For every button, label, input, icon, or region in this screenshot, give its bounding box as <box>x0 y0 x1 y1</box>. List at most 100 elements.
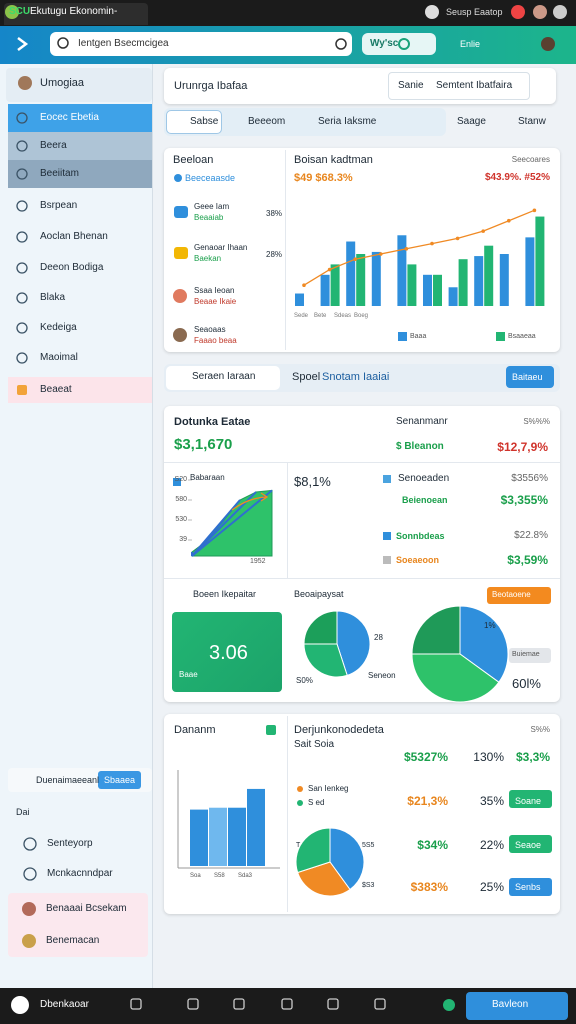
search-text[interactable]: Ientgen Bsecmcigea <box>78 38 169 49</box>
button-text[interactable]: Beotaoene <box>492 590 531 599</box>
row-a: $21,3% <box>407 794 448 808</box>
sidebar-link[interactable]: Senteyorp <box>47 838 93 849</box>
dock-button-text[interactable]: Bavleon <box>492 999 529 1010</box>
orange-button[interactable] <box>487 587 551 604</box>
icon <box>533 5 547 19</box>
chart-filter[interactable]: Seecoares <box>511 155 550 164</box>
pie-slice <box>303 610 338 645</box>
tab-active[interactable] <box>166 110 222 134</box>
nav-item[interactable]: Maoimal <box>40 352 78 363</box>
nav-sub[interactable] <box>8 160 152 188</box>
divider <box>287 462 288 578</box>
nav-item[interactable]: Beera <box>40 140 67 151</box>
icon <box>5 5 19 19</box>
dock-button[interactable] <box>466 992 568 1020</box>
filter[interactable]: S%% <box>530 725 550 734</box>
tab[interactable]: Beeeom <box>248 116 286 127</box>
tab[interactable]: Sabse <box>190 116 219 127</box>
row-button[interactable] <box>509 878 552 896</box>
link-icon <box>23 837 37 851</box>
legend-label: San Ienkeg <box>308 784 349 793</box>
row-name: Sonnbdeas <box>396 531 445 541</box>
trend-point <box>327 267 332 272</box>
bar <box>499 254 509 306</box>
nav-icon <box>16 292 28 304</box>
x-label: 1952 <box>250 558 266 565</box>
section-button[interactable] <box>98 771 141 789</box>
balance-value: $3,1,670 <box>174 436 233 453</box>
nav-sub[interactable] <box>8 132 152 160</box>
trend-point <box>379 252 383 256</box>
row-button-text[interactable]: Soane <box>515 796 542 806</box>
nav-icon <box>16 352 28 364</box>
header-link[interactable]: Enlie <box>460 39 481 49</box>
nav-active[interactable] <box>8 104 152 132</box>
search-button[interactable] <box>506 366 554 388</box>
search-link[interactable]: Snotam Iaaiai <box>322 371 390 383</box>
nav-icon <box>16 200 28 212</box>
pie-label: 5S5 <box>362 842 375 849</box>
tab[interactable]: Seria Iaksme <box>318 116 377 127</box>
dock-icon <box>187 998 199 1010</box>
row-button-text[interactable]: Senbs <box>515 882 541 892</box>
pie-slice <box>411 605 461 655</box>
nav-item[interactable]: Kedeiga <box>40 322 77 333</box>
contact[interactable]: Benaaai Bcsekam <box>46 903 127 914</box>
row-a: $5327% <box>403 750 448 764</box>
icon <box>541 37 555 51</box>
action[interactable]: Semtent Ibatfaira <box>436 80 513 91</box>
section-button-text[interactable]: Sbaaea <box>104 775 136 785</box>
user-name: Umogiaa <box>40 77 85 89</box>
item-pct: 28% <box>266 250 283 259</box>
logo <box>17 37 29 51</box>
divider <box>285 150 286 350</box>
search-box[interactable] <box>50 32 352 56</box>
row-button[interactable] <box>509 790 552 808</box>
row-button-text[interactable]: Seaoe <box>515 840 542 850</box>
row-button[interactable] <box>509 835 552 853</box>
bar <box>330 264 340 306</box>
nav-item[interactable]: Bsrpean <box>40 200 78 211</box>
x-label: Sede <box>294 313 309 319</box>
tab[interactable]: Saage <box>457 116 486 127</box>
search-field[interactable] <box>166 366 280 390</box>
item-name: Geee Iam <box>194 202 230 211</box>
search-button-text[interactable]: Baitaeu <box>512 372 543 382</box>
item-name: Genaoar Ihaan <box>194 243 248 252</box>
sidebar-link[interactable]: Mcnkacnndpar <box>47 868 113 879</box>
y-tick-label: 39 <box>179 536 187 543</box>
nav-item[interactable]: Blaka <box>40 292 66 303</box>
item-name: Seaoaas <box>194 325 226 334</box>
icon <box>425 5 439 19</box>
action-box[interactable] <box>388 72 530 100</box>
filter[interactable]: S%%% <box>523 417 550 426</box>
contact[interactable]: Benemacan <box>46 935 100 946</box>
bar <box>407 264 417 306</box>
nav-alert[interactable] <box>8 377 152 403</box>
summary: Senanmanr <box>396 416 448 427</box>
bar <box>209 807 227 866</box>
item-sub: Beaaiab <box>194 213 224 222</box>
search-label: Spoel <box>292 371 321 383</box>
tab[interactable]: Stanw <box>518 116 546 127</box>
nav-item[interactable]: Beaeat <box>40 384 72 395</box>
arrow <box>231 492 269 511</box>
item-name: Ssaa Ieoan <box>194 286 235 295</box>
y-tick-label: 580 <box>175 496 187 503</box>
nav-item[interactable]: Aoclan Bhenan <box>40 231 108 242</box>
icon <box>18 76 32 90</box>
card-subtitle: Beeceaasde <box>185 173 236 183</box>
nav-item[interactable]: Deeon Bodiga <box>40 262 104 273</box>
trend-point <box>302 283 306 288</box>
action[interactable]: Sanie <box>398 80 424 91</box>
pie-label: T <box>296 842 301 849</box>
search-field-text[interactable]: Seraen Iaraan <box>192 371 256 382</box>
divider <box>287 716 288 912</box>
nav-icon <box>16 231 28 243</box>
nav-icon <box>16 262 28 274</box>
window-user: Seusp Eaatop <box>446 7 503 17</box>
nav-item[interactable]: Eocec Ebetia <box>40 112 99 123</box>
dock-icon <box>233 998 245 1010</box>
nav-item[interactable]: Beeiitam <box>40 168 79 179</box>
dock-icon <box>281 998 293 1010</box>
